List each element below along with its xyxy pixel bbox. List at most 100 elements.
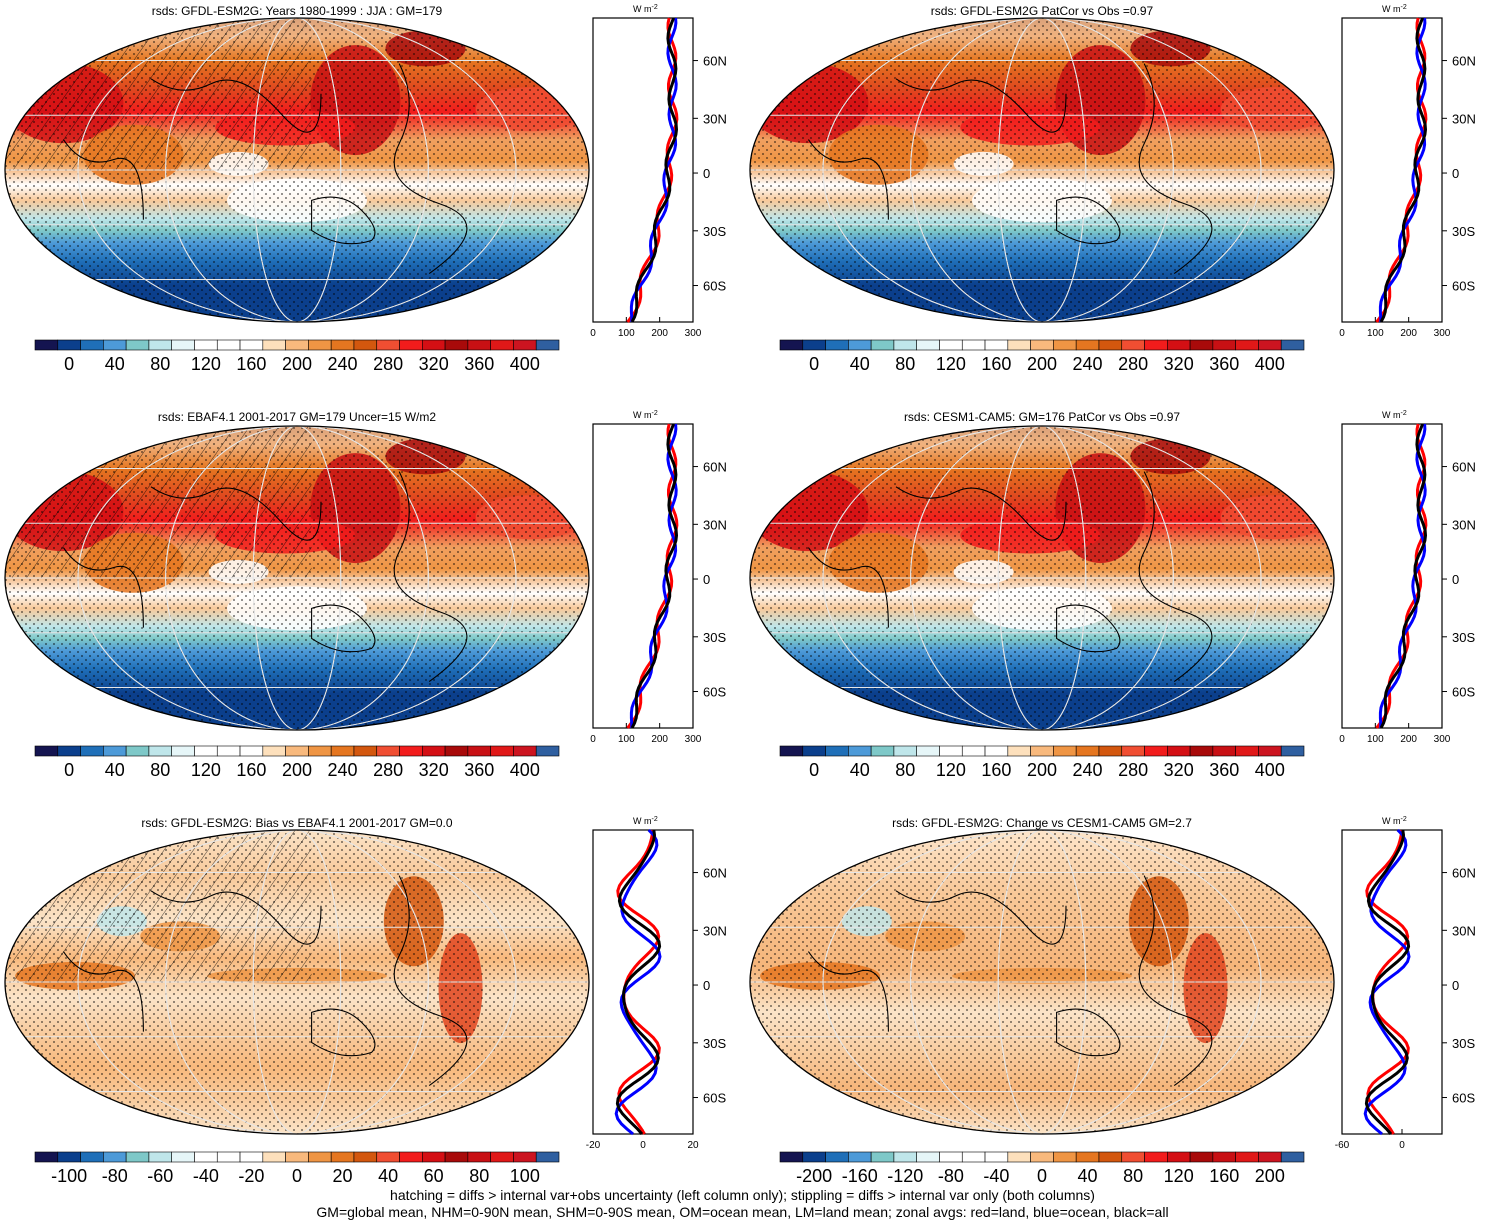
colorbar-swatch: [513, 1151, 537, 1163]
colorbar-swatch: [1121, 1151, 1145, 1163]
zonal-tick-label: -20: [586, 1140, 601, 1151]
zonal-tick-label: 0: [1339, 734, 1345, 745]
zonal-tick-label: 200: [1400, 328, 1417, 339]
colorbar-swatch: [399, 745, 423, 757]
latitude-label: 60S: [1452, 279, 1475, 294]
colorbar-tick-label: 400: [1255, 354, 1285, 374]
colorbar-tick-label: 160: [1209, 1166, 1239, 1186]
colorbar-tick-label: 360: [1209, 354, 1239, 374]
colorbar-swatch: [1235, 745, 1259, 757]
colorbar-swatch: [422, 1151, 446, 1163]
colorbar-swatch: [1098, 339, 1123, 351]
colorbar-swatch: [103, 745, 127, 757]
colorbar-swatch: [490, 745, 514, 757]
coastline-outline: [62, 63, 468, 275]
colorbar-swatch: [1235, 339, 1259, 351]
colorbar-swatch: [1144, 1151, 1168, 1163]
colorbar-swatch: [1144, 339, 1168, 351]
colorbar-swatch: [34, 339, 59, 351]
colorbar-swatch: [1098, 745, 1123, 757]
colorbar-swatch: [125, 339, 150, 351]
zonal-mean-plot: W m-2 60N 30N 0 30S 60S -60 0: [1335, 816, 1476, 1151]
colorbar-swatch: [216, 745, 241, 757]
colorbar-tick-label: 280: [1118, 354, 1148, 374]
colorbar-swatch: [1258, 1151, 1282, 1163]
colorbar-swatch: [984, 745, 1009, 757]
colorbar-swatch: [1189, 745, 1214, 757]
colorbar-swatch: [1053, 339, 1077, 351]
colorbar-tick-label: 360: [464, 760, 494, 780]
colorbar-tick-label: 80: [895, 354, 915, 374]
colorbar-swatch: [1007, 1151, 1031, 1163]
colorbar-swatch: [825, 1151, 849, 1163]
colorbar-swatch: [285, 1151, 309, 1163]
zonal-tick-label: 0: [1339, 328, 1345, 339]
colorbar-swatch: [1075, 745, 1100, 757]
colorbar-swatch: [779, 1151, 804, 1163]
colorbar-swatch: [893, 339, 917, 351]
colorbar-tick-label: -120: [887, 1166, 923, 1186]
colorbar-swatch: [961, 339, 986, 351]
latitude-label: 60S: [1452, 1091, 1475, 1106]
colorbar-tick-label: 200: [1027, 354, 1057, 374]
colorbar-tick-label: 120: [1164, 1166, 1194, 1186]
colorbar-swatch: [535, 339, 560, 351]
colorbar-swatch: [535, 745, 560, 757]
colorbar-swatch: [308, 745, 332, 757]
colorbar-swatch: [939, 1151, 963, 1163]
colorbar-swatch: [893, 1151, 917, 1163]
colorbar-swatch: [148, 1151, 172, 1163]
colorbar-swatch: [353, 339, 378, 351]
panel-model-climatology: rsds: GFDL-ESM2G: Years 1980-1999 : JJA …: [0, 0, 740, 400]
colorbar-swatch: [802, 1151, 826, 1163]
zonal-tick-label: 100: [618, 734, 635, 745]
colorbar-tick-label: 400: [1255, 760, 1285, 780]
panel-change: rsds: GFDL-ESM2G: Change vs CESM1-CAM5 G…: [745, 812, 1485, 1187]
colorbar-swatch: [1280, 745, 1305, 757]
colorbar-tick-label: 0: [292, 1166, 302, 1186]
latitude-label: 0: [1452, 978, 1459, 993]
panel-model-patcor: rsds: GFDL-ESM2G PatCor vs Obs =0.97 0 40 8…: [745, 0, 1485, 400]
panel-graphic: rsds: GFDL-ESM2G PatCor vs Obs =0.97 0 40 8…: [749, 4, 1476, 374]
colorbar-swatch: [399, 339, 423, 351]
colorbar: 0 40 80 120 160 200 240 280 320 360 400: [779, 745, 1305, 780]
colorbar-swatch: [103, 339, 127, 351]
latitude-label: 30N: [703, 111, 727, 126]
colorbar-swatch: [870, 339, 895, 351]
colorbar-swatch: [802, 745, 826, 757]
colorbar-tick-label: 80: [1123, 1166, 1143, 1186]
colorbar-swatch: [825, 745, 849, 757]
colorbar-swatch: [34, 745, 59, 757]
colorbar-swatch: [171, 1151, 195, 1163]
colorbar-tick-label: 160: [981, 354, 1011, 374]
colorbar-swatch: [80, 339, 104, 351]
colorbar-swatch: [444, 339, 469, 351]
colorbar-tick-label: 200: [282, 354, 312, 374]
all-curve: [630, 423, 679, 729]
colorbar-swatch: [422, 339, 446, 351]
zonal-tick-label: 100: [1367, 734, 1384, 745]
panel-graphic: rsds: EBAF4.1 2001-2017 GM=179 Uncer=15 …: [4, 410, 727, 780]
zonal-tick-label: 0: [590, 734, 596, 745]
colorbar-swatch: [870, 745, 895, 757]
colorbar-swatch: [1030, 339, 1054, 351]
panel-title: rsds: CESM1-CAM5: GM=176 PatCor vs Obs =…: [904, 410, 1180, 424]
colorbar-tick-label: -80: [938, 1166, 964, 1186]
colorbar-swatch: [308, 1151, 332, 1163]
colorbar-swatch: [467, 1151, 491, 1163]
zonal-tick-label: 300: [685, 328, 702, 339]
panel-graphic: rsds: CESM1-CAM5: GM=176 PatCor vs Obs =…: [749, 410, 1476, 780]
colorbar-swatch: [1098, 1151, 1123, 1163]
zonal-tick-label: 100: [618, 328, 635, 339]
colorbar-swatch: [239, 339, 264, 351]
latitude-label: 60S: [703, 279, 726, 294]
panel-cesm-climatology: rsds: CESM1-CAM5: GM=176 PatCor vs Obs =…: [745, 406, 1485, 806]
colorbar-tick-label: 240: [328, 760, 358, 780]
colorbar: -200 -160 -120 -80 -40 0 40 80 120 160 200: [779, 1151, 1305, 1186]
colorbar-tick-label: 20: [333, 1166, 353, 1186]
panel-graphic: rsds: GFDL-ESM2G: Bias vs EBAF4.1 2001-2…: [4, 816, 727, 1186]
latitude-label: 30S: [1452, 630, 1475, 645]
colorbar-swatch: [939, 339, 963, 351]
latitude-label: 30S: [703, 224, 726, 239]
colorbar-swatch: [1280, 339, 1305, 351]
